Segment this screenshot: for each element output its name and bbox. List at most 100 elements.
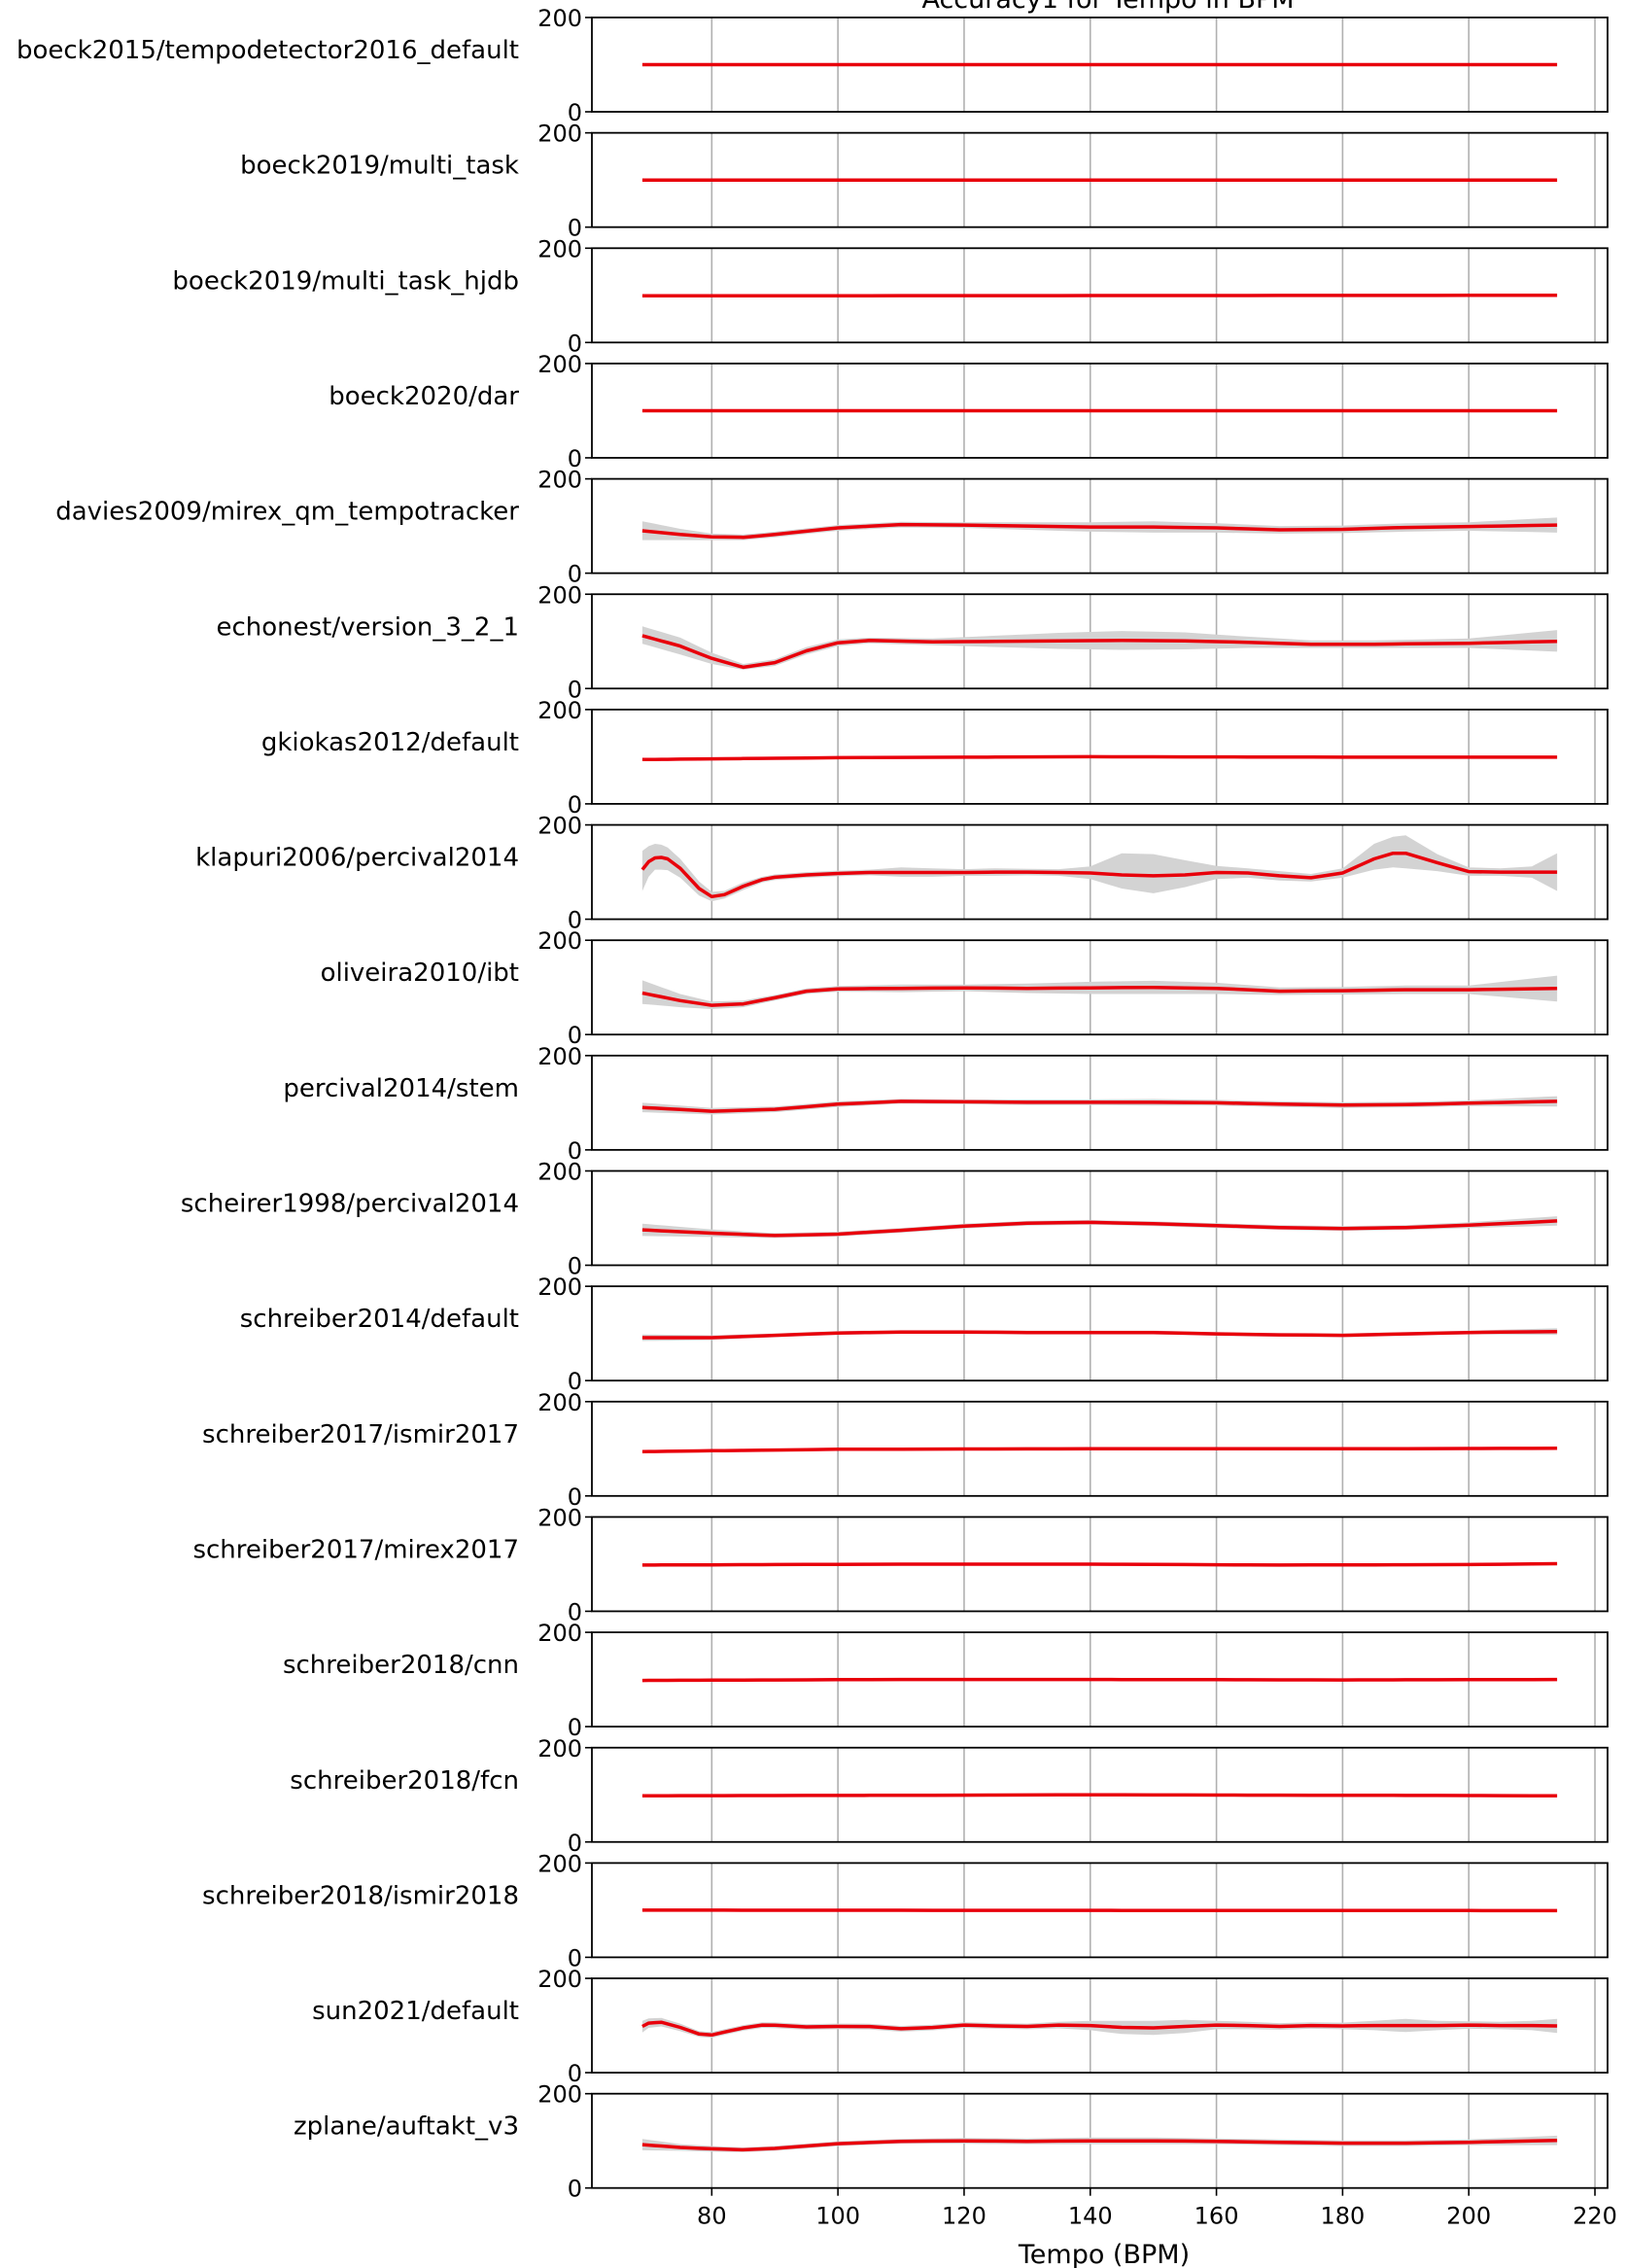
y-tick-label: 200 (537, 1159, 582, 1186)
panel: 0 200 schreiber2018/fcn (290, 1735, 1609, 1857)
panel-label: oliveira2010/ibt (321, 959, 519, 988)
series-line (641, 634, 1558, 670)
y-tick-label: 200 (537, 697, 582, 724)
panel-label: schreiber2017/mirex2017 (192, 1535, 519, 1564)
y-tick-label: 0 (568, 1944, 582, 1971)
panel-label: echonest/version_3_2_1 (216, 612, 519, 642)
y-tick-label: 200 (537, 1966, 582, 1993)
y-tick-label: 0 (568, 2176, 582, 2203)
panel: 0 200 schreiber2018/ismir2018 (202, 1850, 1609, 1971)
y-tick-label: 0 (568, 1022, 582, 1049)
y-tick-label: 200 (537, 467, 582, 494)
y-tick-label: 200 (537, 1850, 582, 1877)
y-tick-label: 0 (568, 561, 582, 588)
panel-frame (591, 2092, 1609, 2189)
panel: 0 200 boeck2015/tempodetector2016_default (17, 5, 1609, 126)
panel-label: schreiber2018/cnn (283, 1651, 519, 1680)
panel-frame (591, 1862, 1609, 1959)
y-tick-label: 0 (568, 1483, 582, 1511)
panel-frame (591, 939, 1609, 1036)
series-line (641, 985, 1558, 1007)
confidence-band (641, 2135, 1558, 2152)
y-tick-label: 200 (537, 2081, 582, 2109)
series-line (640, 851, 1558, 899)
panel-label: percival2014/stem (283, 1074, 519, 1103)
panel-frame (591, 1516, 1609, 1613)
panel-label: schreiber2014/default (240, 1305, 519, 1334)
y-tick-label: 200 (537, 927, 582, 955)
y-tick-label: 0 (568, 1830, 582, 1857)
panel: 0 200 percival2014/stem (283, 1043, 1609, 1165)
y-tick-label: 200 (537, 351, 582, 378)
x-axis-label: Tempo (BPM) (1018, 2240, 1190, 2268)
series-line (641, 754, 1558, 762)
confidence-band (641, 835, 1558, 902)
series-line (641, 1561, 1558, 1567)
panel-frame (591, 17, 1609, 113)
x-tick-label: 200 (1446, 2203, 1491, 2230)
panel: 0 200 scheirer1998/percival2014 (181, 1159, 1609, 1280)
series-line (641, 1677, 1558, 1683)
panel-frame (591, 1054, 1609, 1151)
panel-frame (591, 1169, 1609, 1267)
panel-label: boeck2019/multi_task_hjdb (172, 266, 519, 296)
panel: 0 200 boeck2020/dar (329, 351, 1609, 472)
figure-title: Accuracy1 for Tempo in BPM (921, 0, 1294, 15)
panel-frame (591, 1746, 1609, 1843)
series-line (641, 2020, 1558, 2038)
x-tick-label: 120 (942, 2203, 987, 2230)
panel: 0 200 davies2009/mirex_qm_tempotracker (55, 467, 1609, 588)
y-tick-label: 200 (537, 1504, 582, 1531)
y-tick-label: 200 (537, 1043, 582, 1070)
panel: 0 200 boeck2019/multi_task (240, 121, 1609, 242)
series-line (641, 1908, 1558, 1913)
confidence-band (641, 975, 1558, 1009)
panel: 0 200 sun2021/default (312, 1966, 1609, 2087)
confidence-band (641, 517, 1558, 541)
panel-frame (591, 1285, 1609, 1382)
x-tick-label: 160 (1194, 2203, 1239, 2230)
panel: 0 200 zplane/auftakt_v3 (294, 2081, 1609, 2203)
y-tick-label: 0 (568, 1714, 582, 1741)
panel-label: davies2009/mirex_qm_tempotracker (55, 498, 519, 527)
panel-frame (591, 1400, 1609, 1497)
y-tick-label: 0 (568, 791, 582, 819)
panel-label: gkiokas2012/default (261, 728, 519, 757)
panel-label: boeck2019/multi_task (240, 152, 519, 181)
panel: 0 200 oliveira2010/ibt (321, 927, 1609, 1049)
panel-label: schreiber2018/ismir2018 (202, 1881, 519, 1910)
y-tick-label: 200 (537, 581, 582, 609)
panel-frame (591, 477, 1609, 575)
confidence-band (641, 626, 1558, 670)
panel: 0 200 schreiber2017/mirex2017 (192, 1504, 1609, 1625)
y-tick-label: 200 (537, 1389, 582, 1416)
y-tick-label: 200 (537, 235, 582, 262)
series-line (641, 294, 1558, 298)
panel-frame (591, 1631, 1609, 1727)
x-tick-label: 220 (1573, 2203, 1617, 2230)
panel-frame (591, 593, 1609, 690)
panel-label: boeck2015/tempodetector2016_default (17, 36, 519, 65)
y-tick-label: 0 (568, 1368, 582, 1395)
series-line (641, 522, 1558, 540)
x-tick-label: 180 (1320, 2203, 1365, 2230)
panel-label: klapuri2006/percival2014 (195, 844, 519, 873)
y-tick-label: 0 (568, 330, 582, 357)
y-tick-label: 200 (537, 1274, 582, 1301)
panel-label: zplane/auftakt_v3 (294, 2112, 519, 2142)
panel-frame (591, 363, 1609, 459)
x-tick-label: 80 (697, 2203, 727, 2230)
y-tick-label: 200 (537, 1735, 582, 1762)
y-tick-label: 0 (568, 1253, 582, 1280)
panel-label: sun2021/default (312, 1997, 519, 2026)
x-tick-label: 100 (815, 2203, 860, 2230)
y-tick-label: 200 (537, 813, 582, 840)
y-tick-label: 200 (537, 5, 582, 32)
x-axis: 80 100 120 140 160 180 200 220 (697, 2187, 1617, 2230)
y-tick-label: 0 (568, 907, 582, 934)
panel-label: schreiber2017/ismir2017 (202, 1420, 519, 1449)
panel-label: schreiber2018/fcn (290, 1766, 519, 1796)
y-tick-label: 0 (568, 445, 582, 472)
y-tick-label: 0 (568, 2060, 582, 2087)
series-line (641, 1219, 1558, 1238)
